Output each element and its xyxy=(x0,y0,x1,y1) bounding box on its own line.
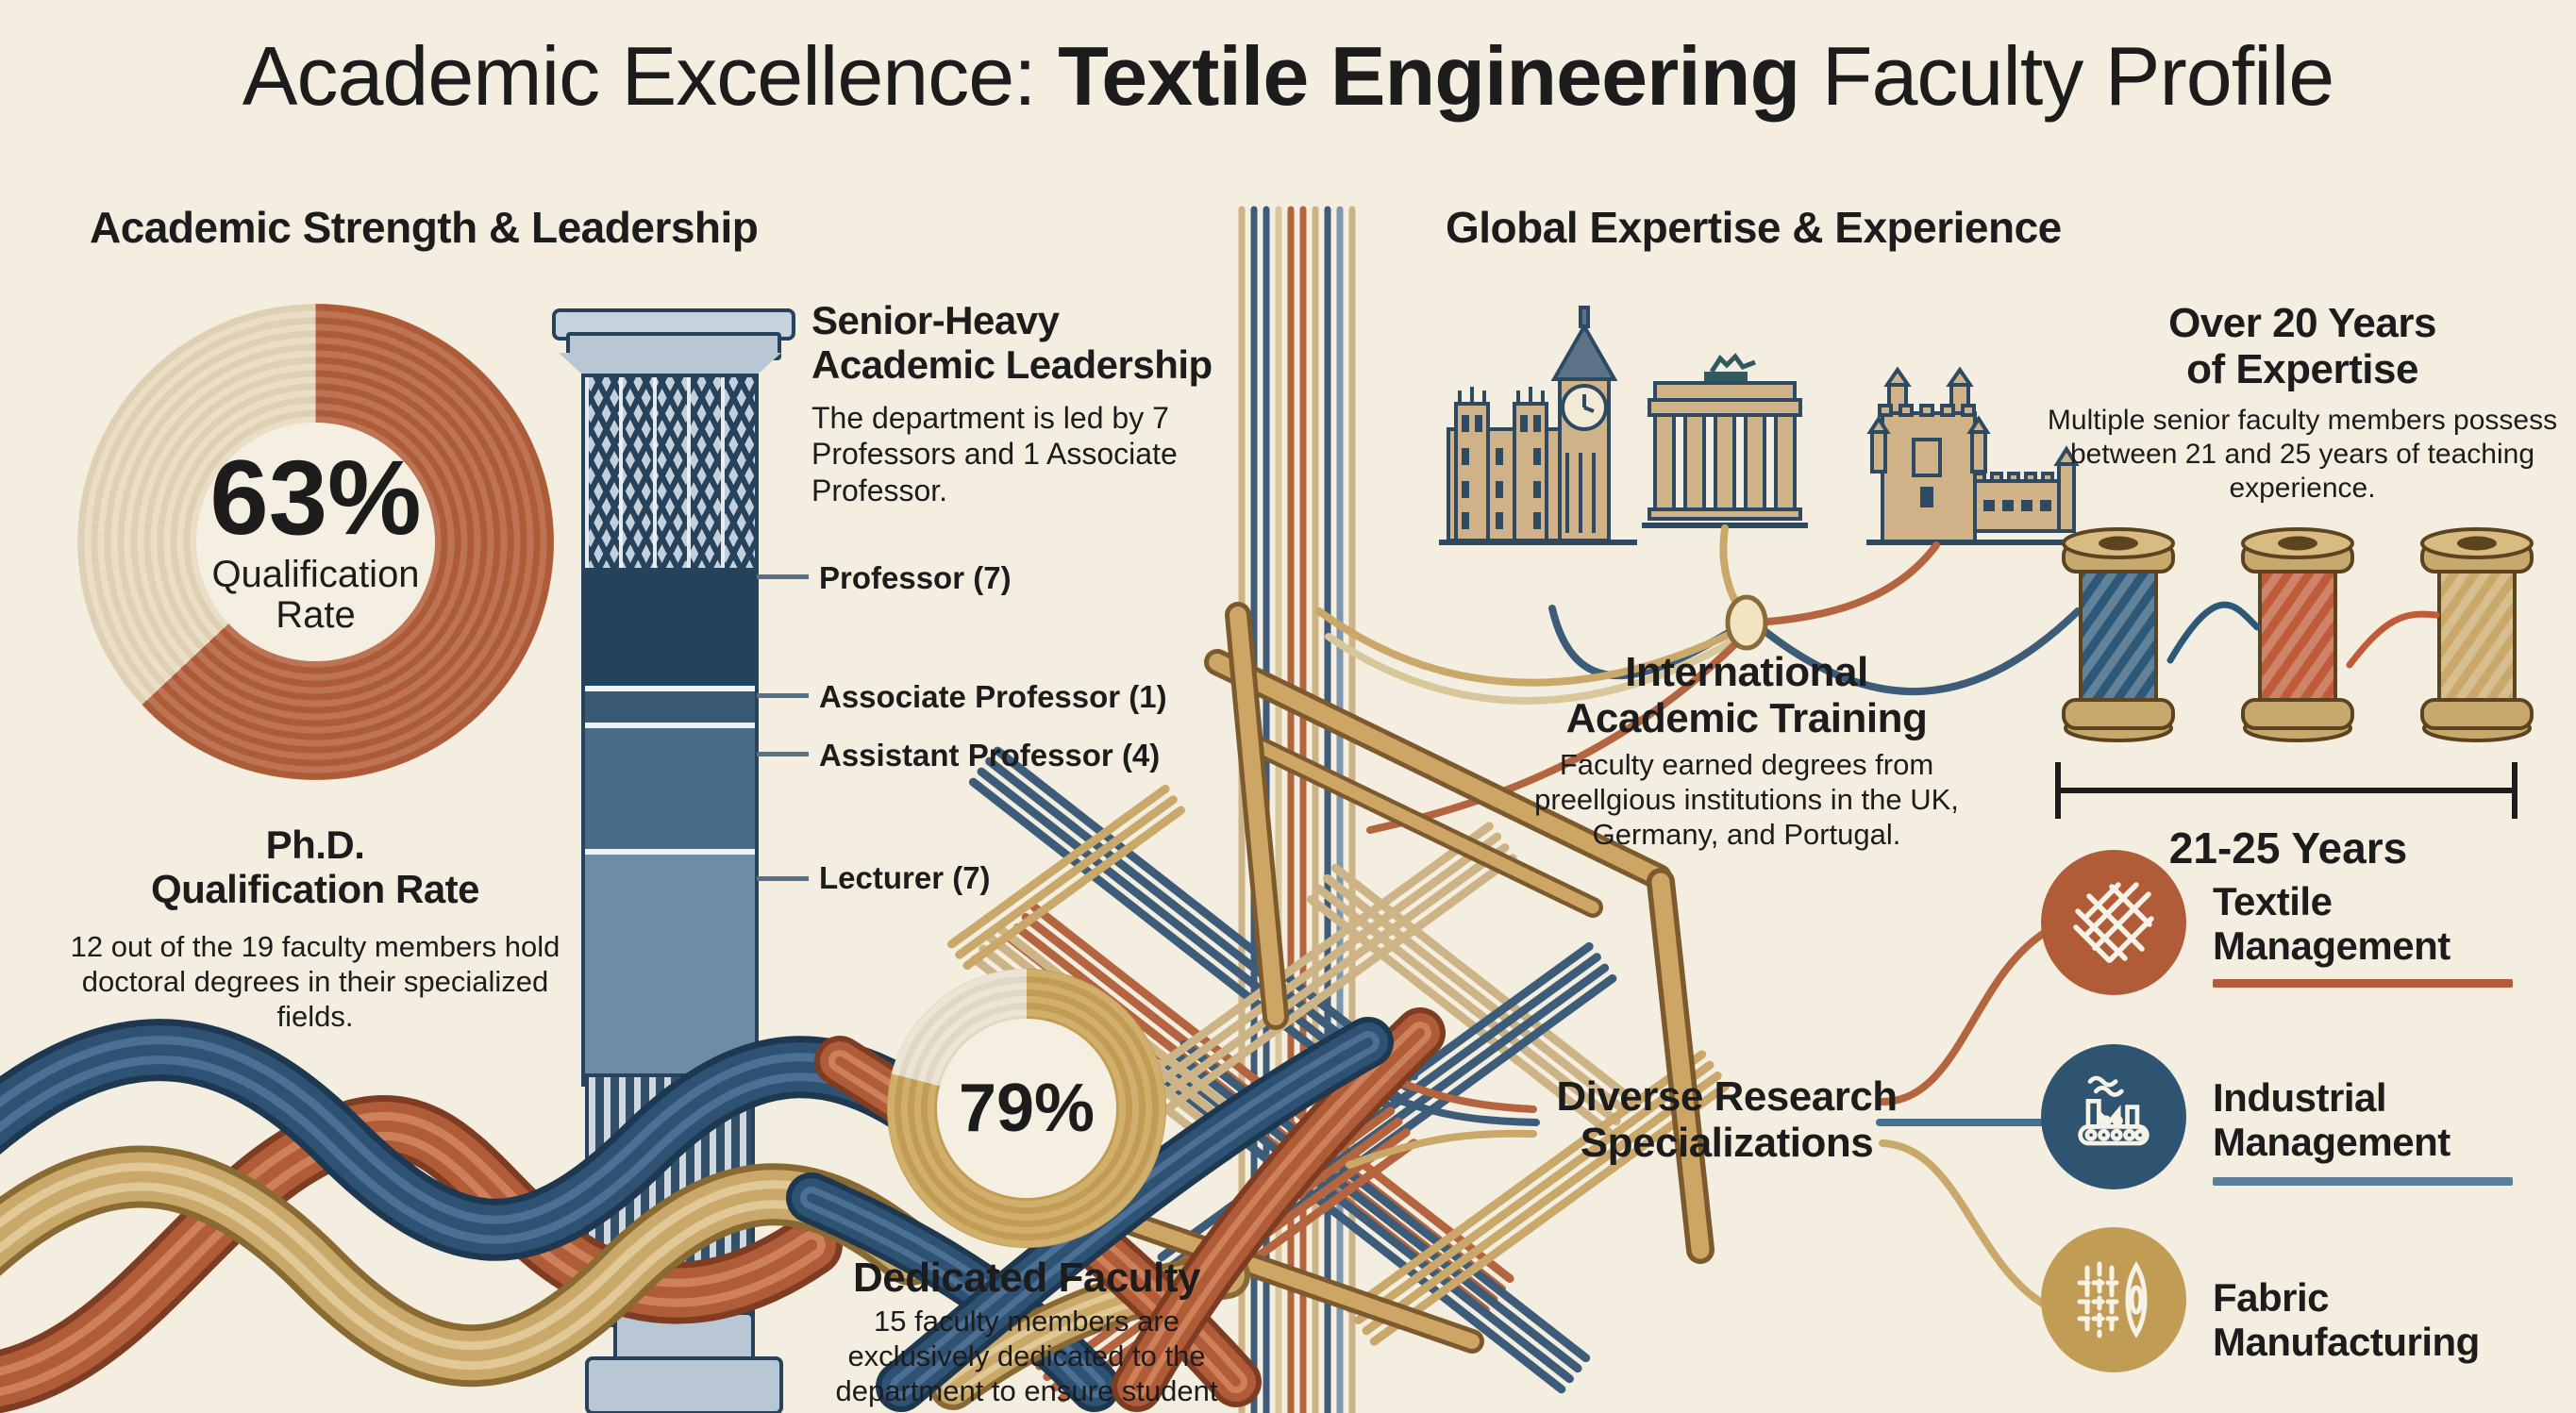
experience-range-label: 21-25 Years xyxy=(2168,823,2408,873)
brandenburg-gate-icon xyxy=(1642,353,1808,528)
phd-percent-caption: Qualification Rate xyxy=(211,553,420,636)
phd-stat-title: Ph.D. Qualification Rate xyxy=(150,823,480,912)
textile-management-label: Textile Management xyxy=(2213,879,2451,969)
left-section-header: Academic Strength & Leadership xyxy=(90,203,759,252)
dedicated-donut-center: 79% xyxy=(937,1019,1116,1198)
associate-label: Associate Professor (1) xyxy=(819,679,1167,714)
associate-connector-line xyxy=(757,693,809,698)
page-title-suffix: Faculty Profile xyxy=(1799,29,2335,123)
column-segment-professor xyxy=(585,568,755,686)
assistant-label: Assistant Professor (4) xyxy=(819,738,1161,773)
industrial-management-circle xyxy=(2041,1044,2186,1189)
phd-stat-description: 12 out of the 19 faculty members hold do… xyxy=(70,930,560,1034)
phd-donut-center: 63% Qualification Rate xyxy=(196,423,435,661)
professor-connector-line xyxy=(757,574,809,579)
page-title-highlight: Textile Engineering xyxy=(1058,29,1800,123)
research-title: Diverse Research Specializations xyxy=(1556,1073,1898,1167)
assistant-connector-line xyxy=(757,752,809,756)
column-segment-lecturer xyxy=(585,855,755,1085)
range-bracket xyxy=(2055,762,2517,819)
thread-spool-terracotta xyxy=(2241,527,2354,742)
expertise-title: Over 20 Years of Expertise xyxy=(2168,300,2436,393)
inter-spool-threads xyxy=(2166,601,2440,669)
lecturer-connector-line xyxy=(757,876,809,881)
textile-management-underline xyxy=(2213,979,2513,988)
phd-percent-value: 63% xyxy=(209,439,422,557)
column-capital-flare xyxy=(559,353,781,377)
expertise-description: Multiple senior faculty members possess … xyxy=(2047,405,2558,504)
column-chevron-section xyxy=(585,377,755,568)
column-title: Senior-Heavy Academic Leadership xyxy=(811,298,1213,388)
belem-tower-icon xyxy=(1866,366,2083,545)
fabric-weave-icon xyxy=(2077,1261,2148,1338)
thread-spool-tan xyxy=(2420,527,2534,742)
column-description: The department is led by 7 Professors an… xyxy=(811,401,1178,507)
column-segment-assistant xyxy=(585,728,755,849)
training-title: International Academic Training xyxy=(1565,649,1928,742)
dedicated-stat-title: Dedicated Faculty xyxy=(852,1255,1201,1301)
dedicated-percent-value: 79% xyxy=(958,1071,1096,1146)
thread-spool-navy xyxy=(2062,527,2175,742)
lecturer-label: Lecturer (7) xyxy=(819,860,991,895)
loom-frame xyxy=(1106,602,1715,1354)
training-description: Faculty earned degrees from preellgious … xyxy=(1534,748,1959,852)
faculty-rank-column xyxy=(581,374,759,1087)
dedicated-stat-description: 15 faculty members are exclusively dedic… xyxy=(835,1305,1218,1413)
industrial-management-underline xyxy=(2213,1177,2513,1186)
textile-management-circle xyxy=(2041,850,2186,995)
factory-icon xyxy=(2078,1075,2149,1146)
fabric-manufacturing-circle xyxy=(2041,1227,2186,1372)
fabric-manufacturing-label: Fabric Manufacturing xyxy=(2213,1275,2480,1365)
right-section-header: Global Expertise & Experience xyxy=(1446,203,2062,252)
big-ben-icon xyxy=(1439,306,1637,545)
dedicated-donut-chart: 79% xyxy=(887,969,1166,1248)
page-title-prefix: Academic Excellence: xyxy=(242,29,1059,123)
weave-icon xyxy=(2073,882,2154,963)
column-segment-associate xyxy=(585,691,755,723)
thread-knot xyxy=(1725,594,1768,651)
page-title: Academic Excellence: Textile Engineering… xyxy=(0,28,2576,125)
phd-donut-chart: 63% Qualification Rate xyxy=(77,304,554,780)
professor-label: Professor (7) xyxy=(819,560,1012,595)
industrial-management-label: Industrial Management xyxy=(2213,1075,2451,1165)
